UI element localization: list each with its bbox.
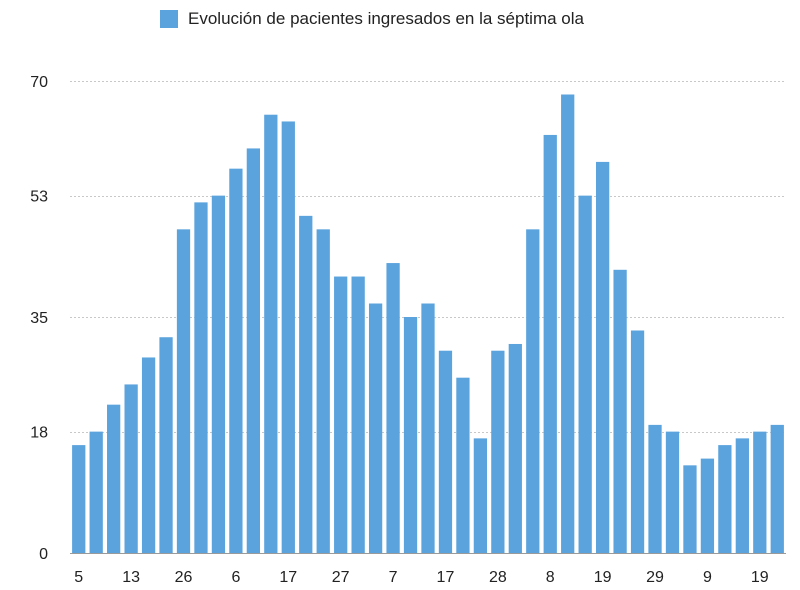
x-tick-label: 9 (703, 569, 712, 586)
bar (386, 263, 400, 553)
bar (596, 161, 610, 553)
bar (403, 317, 418, 553)
bar (526, 229, 540, 553)
x-tick-label: 19 (594, 569, 612, 586)
bar (456, 377, 470, 553)
bar (229, 168, 243, 553)
bar (683, 465, 697, 553)
y-tick-label: 18 (30, 425, 48, 442)
bar (299, 215, 313, 554)
x-tick-label: 8 (546, 569, 555, 586)
x-tick-label: 17 (437, 569, 455, 586)
bar (421, 303, 435, 553)
bar (124, 384, 138, 553)
x-axis: 5 13 26 6 17 27 7 17 28 8 19 29 9 19 (70, 553, 786, 586)
y-tick-label: 0 (39, 546, 48, 563)
bar (491, 350, 505, 553)
bar (613, 269, 627, 553)
bar (194, 202, 208, 553)
legend: Evolución de pacientes ingresados en la … (160, 8, 584, 30)
bar (753, 431, 767, 553)
legend-swatch (160, 10, 178, 28)
x-tick-label: 27 (332, 569, 350, 586)
x-tick-label: 28 (489, 569, 507, 586)
x-tick-label: 17 (279, 569, 297, 586)
bar (438, 350, 453, 553)
bar (141, 357, 156, 553)
bar (281, 121, 295, 554)
x-tick-label: 13 (122, 569, 140, 586)
bar (351, 276, 365, 553)
bar (264, 114, 278, 554)
y-tick-label: 70 (30, 74, 48, 91)
bar (770, 424, 784, 553)
bar (561, 94, 575, 554)
y-tick-label: 35 (30, 310, 48, 327)
y-tick-label: 53 (30, 189, 48, 206)
bar (316, 229, 330, 553)
bars (72, 94, 784, 554)
bar (508, 343, 522, 553)
bar (718, 445, 732, 553)
bar (176, 229, 191, 553)
bar (543, 134, 557, 553)
x-tick-label: 19 (751, 569, 769, 586)
bar (648, 424, 662, 553)
bar (735, 438, 749, 553)
x-tick-label: 5 (74, 569, 83, 586)
bar (334, 276, 348, 553)
bar (211, 195, 226, 553)
bar (89, 431, 103, 553)
bar (159, 337, 173, 553)
bar (368, 303, 383, 553)
bar (473, 438, 488, 553)
y-axis: 0 18 35 53 70 (30, 74, 48, 563)
bar (665, 431, 680, 553)
x-tick-label: 29 (646, 569, 664, 586)
bar (246, 148, 260, 553)
x-tick-label: 26 (175, 569, 193, 586)
bar (700, 458, 715, 553)
bar (72, 445, 86, 553)
bar (630, 330, 645, 553)
bar (578, 195, 592, 553)
x-tick-label: 7 (389, 569, 398, 586)
bar (107, 404, 121, 553)
legend-label: Evolución de pacientes ingresados en la … (188, 9, 584, 28)
x-tick-label: 6 (231, 569, 240, 586)
